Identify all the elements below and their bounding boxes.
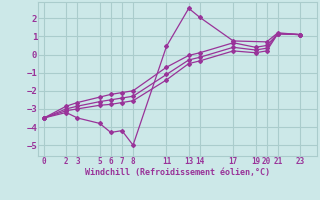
X-axis label: Windchill (Refroidissement éolien,°C): Windchill (Refroidissement éolien,°C) <box>85 168 270 177</box>
